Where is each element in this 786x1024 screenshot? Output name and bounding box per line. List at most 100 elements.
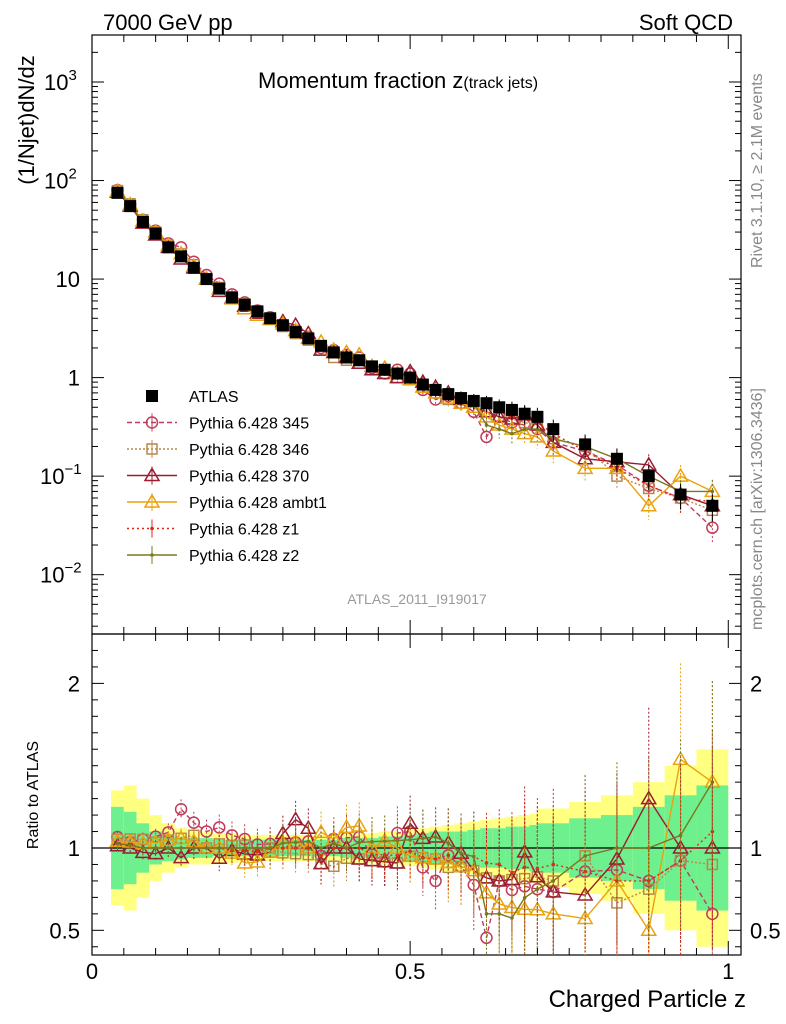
ratio-y-tick-label: 0.5: [49, 918, 80, 943]
title-sub: (track jets): [463, 75, 538, 92]
ratio-point: [166, 846, 171, 850]
ratio-y-tick-label: 2: [68, 671, 80, 696]
ratio-point: [174, 803, 188, 816]
mc-point: [544, 442, 562, 457]
data-point: [455, 392, 468, 405]
ratio-point: [551, 879, 556, 883]
ratio-point: [255, 846, 260, 850]
ratio-point: [459, 851, 463, 856]
data-point: [111, 186, 124, 199]
series-6: [115, 189, 715, 508]
main-frame: [91, 34, 742, 635]
ratio-point: [325, 839, 343, 854]
ratio-point: [134, 843, 152, 859]
ratio-point: [153, 846, 158, 850]
ratio-point: [510, 870, 514, 875]
legend-marker: [143, 493, 161, 508]
tick-base: 10: [40, 563, 64, 588]
legend-label: Pythia 6.428 346: [189, 442, 309, 459]
ratio-point: [357, 840, 362, 845]
y-tick-label: 103: [44, 67, 77, 95]
tick-exp: −2: [64, 560, 81, 577]
ratio-point: [529, 868, 546, 883]
ratio-point: [306, 846, 311, 850]
ratio-point: [710, 780, 715, 784]
ratio-point: [710, 829, 715, 834]
y-tick-label: 1: [68, 366, 80, 391]
ratio-point: [312, 823, 330, 839]
ratio-point: [293, 840, 298, 845]
x-tick-label: 1: [722, 959, 734, 984]
y-tick-label: 10: [56, 267, 80, 292]
legend-label: Pythia 6.428 z1: [189, 522, 299, 539]
data-point: [547, 423, 560, 436]
x-tick-label: 0: [86, 959, 98, 984]
data-point: [251, 305, 264, 318]
mc-point: [516, 425, 533, 440]
mc-point: [576, 459, 594, 475]
data-point: [264, 312, 277, 325]
ratio-point: [704, 839, 721, 854]
data-point: [136, 215, 149, 228]
chart-title: Momentum fraction z(track jets): [258, 68, 538, 93]
mc-point: [522, 427, 527, 431]
ratio-point: [646, 846, 651, 850]
series-line: [116, 191, 713, 493]
data-point: [505, 403, 518, 416]
data-point: [149, 227, 162, 240]
ratio-point: [484, 912, 489, 916]
legend-marker: [145, 416, 159, 429]
data-point: [315, 339, 328, 352]
ratio-point: [433, 857, 438, 861]
data-point: [610, 452, 623, 465]
ratio-point: [551, 862, 556, 867]
data-point: [238, 298, 251, 311]
ratio-point: [615, 879, 619, 883]
data-point: [429, 383, 442, 396]
data-point: [200, 273, 213, 286]
data-point: [225, 291, 238, 304]
ratio-point: [128, 843, 132, 847]
series-1: [111, 183, 719, 544]
data-point: [276, 319, 289, 332]
ratio-point: [281, 841, 285, 845]
legend-label: ATLAS: [189, 389, 239, 406]
data-point: [579, 438, 592, 451]
ratio-frame: [91, 633, 742, 956]
ratio-point: [583, 854, 587, 858]
data-point: [642, 470, 655, 483]
ratio-line: [117, 781, 713, 919]
ratio-point: [522, 865, 527, 869]
ratio-point: [210, 849, 228, 865]
ratio-point: [331, 846, 336, 850]
ratio-point: [370, 839, 374, 844]
data-point: [340, 351, 353, 364]
ratio-point: [646, 879, 651, 883]
ratio-point: [389, 854, 406, 869]
data-point: [378, 363, 391, 376]
ratio-point: [328, 860, 340, 873]
y-axis-label: (1/Njet)dN/dz: [14, 55, 39, 185]
ratio-point: [179, 846, 183, 850]
ratio-point: [187, 816, 201, 829]
mc-point: [706, 521, 719, 534]
y-tick-label: 10−2: [40, 560, 82, 588]
ratio-point: [319, 846, 323, 850]
ratio-point: [331, 841, 336, 846]
data-point: [518, 407, 531, 420]
tick-exp: 2: [68, 166, 76, 183]
ratio-point: [160, 831, 177, 846]
mc-point: [608, 459, 626, 475]
ratio-point: [109, 837, 126, 852]
legend-marker: [150, 553, 154, 557]
ratio-point: [338, 818, 355, 834]
ratio-point: [544, 883, 562, 898]
ratio-y-tick-label-right: 1: [750, 836, 762, 861]
mc-point: [484, 423, 489, 427]
ratio-point: [147, 845, 164, 860]
ratio-point: [490, 895, 508, 910]
ratio-point: [408, 849, 412, 854]
ratio-point: [421, 836, 425, 841]
